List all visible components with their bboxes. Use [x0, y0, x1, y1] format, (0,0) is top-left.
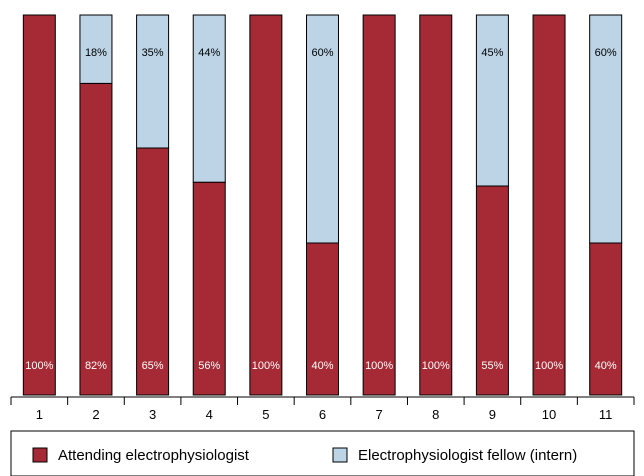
- bar-fellow-2: [79, 14, 113, 84]
- bar-attending-6: [306, 242, 339, 396]
- label-fellow-9: 45%: [481, 47, 503, 59]
- bar-fellow-3: [136, 14, 170, 149]
- x-tick-label-6: 6: [319, 407, 326, 422]
- legend-box: [10, 430, 635, 476]
- bar-attending-4: [192, 181, 226, 396]
- label-attending-10: 100%: [535, 360, 563, 372]
- label-fellow-11: 60%: [595, 47, 617, 59]
- bar-attending-10: [532, 14, 566, 396]
- bar-attending-2: [79, 82, 113, 396]
- bar-attending-11: [589, 242, 623, 396]
- label-attending-6: 40%: [311, 360, 333, 372]
- label-attending-7: 100%: [365, 360, 393, 372]
- legend-label-fellow: Electrophysiologist fellow (intern): [358, 447, 577, 464]
- x-tick-label-4: 4: [206, 407, 213, 422]
- x-tick-label-11: 11: [599, 407, 613, 422]
- label-attending-11: 40%: [595, 360, 617, 372]
- label-attending-4: 56%: [198, 360, 220, 372]
- bar-attending-1: [22, 14, 56, 396]
- label-attending-3: 65%: [142, 360, 164, 372]
- x-tick-label-5: 5: [262, 407, 269, 422]
- x-tick-label-10: 10: [542, 407, 556, 422]
- label-attending-2: 82%: [85, 360, 107, 372]
- bar-attending-5: [249, 14, 283, 396]
- label-attending-5: 100%: [252, 360, 280, 372]
- legend-swatch-attending: [32, 447, 48, 463]
- bar-fellow-4: [192, 14, 226, 183]
- legend: Attending electrophysiologist Electrophys…: [10, 430, 635, 476]
- x-tick-label-1: 1: [36, 407, 43, 422]
- label-attending-1: 100%: [25, 360, 53, 372]
- x-axis: 1 2 3 4 5 6 7 8 9 10 11: [10, 396, 635, 422]
- legend-swatch-fellow: [332, 447, 348, 463]
- bar-attending-3: [136, 147, 170, 396]
- bar-attending-8: [419, 14, 453, 396]
- label-fellow-4: 44%: [198, 47, 220, 59]
- legend-label-attending: Attending electrophysiologist: [58, 447, 250, 464]
- x-tick-label-7: 7: [376, 407, 383, 422]
- bar-fellow-11: [589, 14, 623, 244]
- x-tick-label-8: 8: [432, 407, 439, 422]
- bar-attending-9: [475, 185, 509, 396]
- label-fellow-6: 60%: [311, 47, 333, 59]
- x-tick-label-2: 2: [92, 407, 99, 422]
- bar-fellow-9: [475, 14, 509, 187]
- label-fellow-2: 18%: [85, 47, 107, 59]
- label-attending-9: 55%: [481, 360, 503, 372]
- bar-attending-7: [362, 14, 396, 396]
- x-tick-label-3: 3: [149, 407, 156, 422]
- x-tick-label-9: 9: [489, 407, 496, 422]
- label-attending-8: 100%: [422, 360, 450, 372]
- bars-layer: 100% 82% 18% 65% 35% 56% 44% 100% 40% 60% 100% 100%…: [22, 14, 623, 396]
- label-fellow-3: 35%: [142, 47, 164, 59]
- bar-fellow-6: [306, 14, 339, 244]
